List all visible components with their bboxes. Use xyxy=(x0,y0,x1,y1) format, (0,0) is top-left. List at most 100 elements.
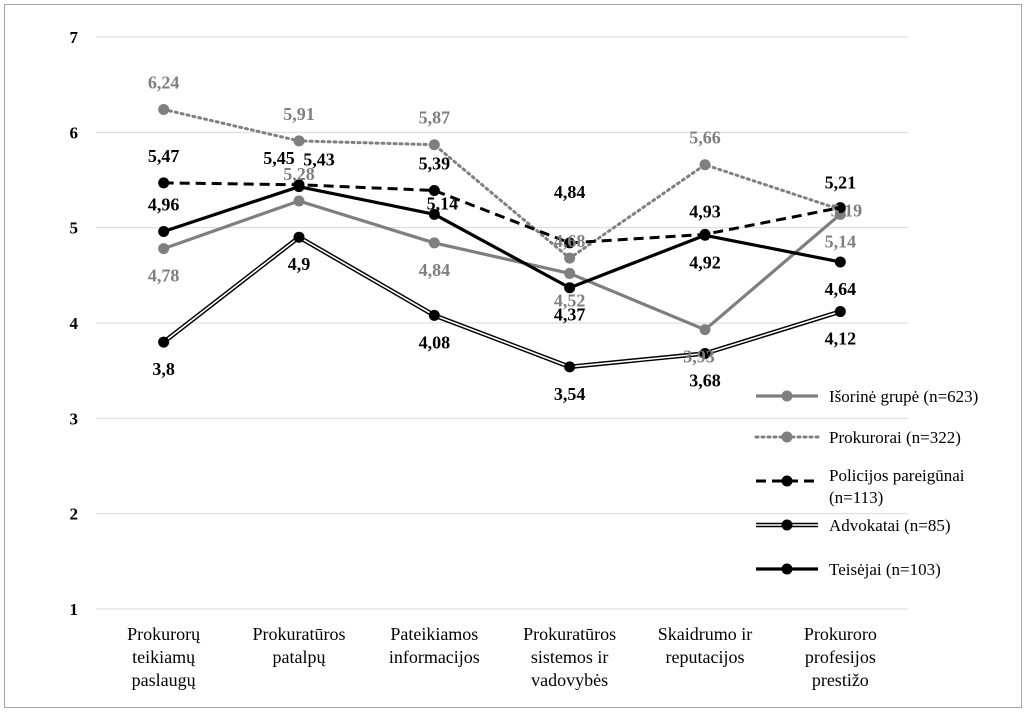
y-tick-label: 6 xyxy=(70,123,79,142)
series-teisejai-marker xyxy=(293,181,305,193)
data-label: 4,64 xyxy=(825,279,857,299)
x-category-label: Prokuratūros xyxy=(523,624,616,644)
gridlines xyxy=(96,36,908,610)
data-label: 4,92 xyxy=(689,252,721,272)
legend-label: Išorinė grupė (n=623) xyxy=(829,387,978,406)
data-label: 5,39 xyxy=(419,153,451,173)
series-advokatai-marker xyxy=(428,309,440,321)
series-prokurorai-marker xyxy=(699,159,711,171)
data-label: 5,21 xyxy=(825,173,857,193)
series-advokatai-marker xyxy=(158,336,170,348)
legend-swatch-marker xyxy=(781,390,793,402)
series-teisejai-marker xyxy=(834,256,846,268)
x-category-label: patalpų xyxy=(273,647,327,667)
data-label: 5,91 xyxy=(283,104,315,124)
chart-frame: 1 2 3 4 5 6 7 Prokurorų teikiamų paslaugų Prokura… xyxy=(4,4,1022,708)
series-isorine-grupe-marker xyxy=(158,243,170,255)
x-category-label: paslaugų xyxy=(132,670,197,690)
y-tick-label: 5 xyxy=(70,219,79,238)
series-prokurorai-marker xyxy=(564,252,576,264)
x-category-label: vadovybės xyxy=(531,670,608,690)
data-label: 3,8 xyxy=(152,359,175,379)
x-category-label: Pateikiamos xyxy=(390,624,478,644)
series-prokurorai-marker xyxy=(158,103,170,115)
data-label: 3,54 xyxy=(554,384,586,404)
data-label: 5,43 xyxy=(303,150,335,170)
series-prokurorai-marker xyxy=(293,135,305,147)
series-prokurorai-marker xyxy=(428,139,440,151)
legend-item: Prokurorai (n=322) xyxy=(754,428,961,447)
x-category-label: profesijos xyxy=(805,647,876,667)
data-label: 4,9 xyxy=(288,254,311,274)
data-label: 4,96 xyxy=(148,194,180,214)
series-teisejai-line xyxy=(163,185,841,290)
x-category-label: prestižo xyxy=(812,670,869,690)
y-tick-label: 3 xyxy=(70,409,79,428)
data-label: 3,93 xyxy=(683,347,715,367)
x-category-label: Prokurorų xyxy=(127,624,201,644)
data-label: 4,84 xyxy=(419,260,451,280)
series-lines xyxy=(158,103,846,373)
x-category-label: Prokuroro xyxy=(804,624,877,644)
data-label: 5,28 xyxy=(283,164,315,184)
series-teisejai xyxy=(158,181,846,294)
legend-item: Advokatai (n=85) xyxy=(756,516,950,535)
x-category-label: informacijos xyxy=(389,647,480,667)
data-label: 5,66 xyxy=(689,128,721,148)
legend-label: Prokurorai (n=322) xyxy=(829,428,961,447)
x-category-label: reputacijos xyxy=(666,647,745,667)
line-chart: 1 2 3 4 5 6 7 Prokurorų teikiamų paslaugų Prokura… xyxy=(70,28,979,690)
series-advokatai-marker xyxy=(564,361,576,373)
series-isorine-grupe-marker xyxy=(293,195,305,207)
data-label: 5,14 xyxy=(825,231,857,251)
x-axis-categories: Prokurorų teikiamų paslaugų Prokuratūros pat… xyxy=(127,624,877,690)
x-category-label: sistemos ir xyxy=(531,647,609,667)
y-tick-label: 1 xyxy=(70,600,79,619)
series-advokatai-marker xyxy=(293,231,305,243)
series-advokatai-marker xyxy=(834,306,846,318)
legend-item: Teisėjai (n=103) xyxy=(756,560,941,579)
legend-swatch-marker xyxy=(781,431,793,443)
legend-swatch-marker xyxy=(781,563,793,575)
y-tick-label: 4 xyxy=(70,314,79,333)
series-isorine-grupe-marker xyxy=(699,324,711,336)
legend: Išorinė grupė (n=623) Prokurorai (n=322) P… xyxy=(754,387,978,579)
legend-swatch-marker xyxy=(781,519,793,531)
x-category-label: Prokuratūros xyxy=(253,624,346,644)
data-label: 4,68 xyxy=(554,231,586,251)
data-label: 6,24 xyxy=(148,72,180,92)
series-policijos-pareigunai-marker xyxy=(158,177,170,189)
data-label: 5,87 xyxy=(419,108,451,128)
data-label: 4,37 xyxy=(554,305,586,325)
legend-label: Policijos pareigūnai (n=113) xyxy=(829,466,965,507)
series-teisejai-marker xyxy=(158,225,170,237)
data-label: 3,68 xyxy=(689,371,721,391)
data-label: 5,45 xyxy=(263,148,295,168)
legend-label: Teisėjai (n=103) xyxy=(829,560,941,579)
series-teisejai-marker xyxy=(428,208,440,220)
legend-item: Policijos pareigūnai (n=113) xyxy=(756,466,965,507)
series-policijos-pareigunai-line xyxy=(163,181,841,245)
series-policijos-pareigunai-marker xyxy=(564,237,576,249)
series-isorine-grupe-line xyxy=(163,199,842,332)
y-tick-label: 2 xyxy=(70,505,79,524)
y-tick-label: 7 xyxy=(70,28,79,47)
x-category-label: teikiamų xyxy=(132,647,196,667)
data-label: 4,78 xyxy=(148,266,180,286)
series-advokatai-marker xyxy=(699,348,711,360)
series-prokurorai-line xyxy=(162,107,842,261)
series-teisejai-marker xyxy=(564,282,576,294)
data-label: 4,84 xyxy=(554,182,586,202)
data-label: 5,19 xyxy=(831,201,863,221)
series-isorine-grupe-marker xyxy=(564,267,576,279)
series-advokatai-line-inner xyxy=(163,236,841,368)
data-labels: 4,78 5,28 4,84 4,52 3,93 5,14 6,24 5,91 5,87 4,68… xyxy=(148,72,862,403)
data-label: 5,14 xyxy=(427,193,459,213)
data-label: 4,93 xyxy=(689,201,721,221)
legend-swatch-marker xyxy=(781,475,793,487)
series-policijos-pareigunai-marker xyxy=(834,202,846,214)
series-advokatai xyxy=(158,231,846,373)
legend-item: Išorinė grupė (n=623) xyxy=(756,387,978,406)
data-label: 4,12 xyxy=(825,329,857,349)
data-label: 5,47 xyxy=(148,146,180,166)
